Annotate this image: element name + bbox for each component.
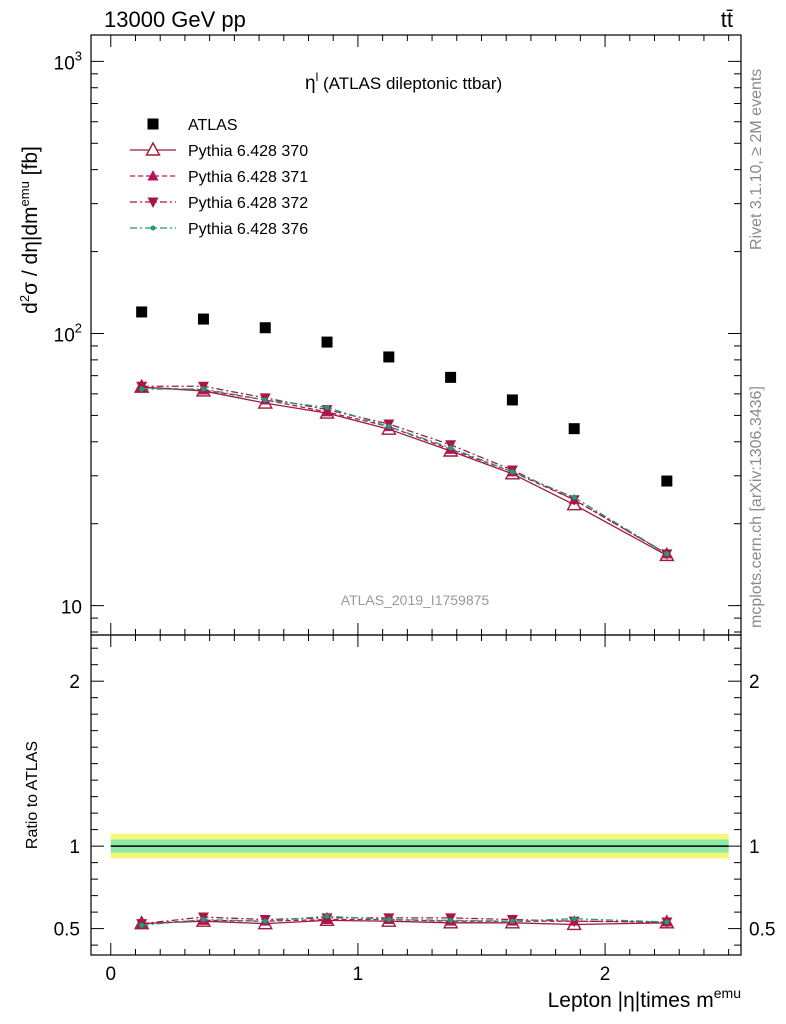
legend-label: Pythia 6.428 371 — [188, 169, 308, 186]
process-label: tt̄ — [721, 7, 733, 32]
data-point — [197, 313, 209, 325]
y-axis-label-part-0: d — [19, 302, 42, 314]
ratio-point — [262, 918, 268, 924]
y-axis-label-part-2: σ / dη|dm — [19, 206, 42, 294]
x-tick-label: 1 — [353, 964, 364, 985]
legend-marker — [147, 170, 159, 181]
legend-marker — [150, 225, 156, 231]
y-tick-label-exp: 2 — [75, 321, 82, 336]
ratio-series-3 — [139, 913, 670, 928]
y-tick-label-base: 10 — [54, 326, 75, 347]
y-axis-label-part-1: 2 — [17, 295, 32, 302]
ratio-point — [200, 917, 206, 923]
series-0 — [136, 306, 673, 487]
legend-marker — [145, 141, 161, 156]
y-axis-label-part-3: emu — [17, 181, 32, 206]
ratio-panel-frame — [90, 634, 742, 956]
data-point — [383, 351, 395, 363]
legend: ATLAS Pythia 6.428 370 Pythia 6.428 371 Pyt… — [130, 117, 308, 238]
y-axis-label-part-4: [fb] — [19, 146, 42, 181]
data-point — [448, 445, 454, 451]
ratio-y-axis-label: Ratio to ATLAS — [24, 741, 41, 849]
legend-entry: ATLAS — [147, 117, 238, 134]
ratio-y-tick-label: 0.5 — [54, 920, 80, 941]
main-title-rest: (ATLAS dileptonic ttbar) — [318, 74, 502, 93]
y-tick-label-base: 10 — [54, 53, 75, 74]
main-title-eta: η — [305, 73, 316, 94]
ratio-point — [386, 917, 392, 923]
ratio-y-tick-label: 1 — [69, 837, 80, 858]
series-line — [141, 385, 668, 555]
main-title-sup: l — [316, 70, 319, 84]
ratio-panel: 0.5 0.5 1 1 2 2 0 1 2 Ratio to ATLAS Lepton |η|t… — [24, 634, 775, 1012]
series-line — [141, 386, 668, 556]
data-point — [321, 405, 333, 416]
ratio-point — [448, 917, 454, 923]
data-point — [136, 306, 148, 318]
ratio-point — [139, 922, 145, 928]
data-point — [568, 423, 580, 435]
x-axis-label-part-1: emu — [714, 985, 741, 1001]
data-point — [321, 336, 333, 348]
energy-label: 13000 GeV pp — [104, 7, 246, 32]
x-tick-label: 0 — [105, 964, 116, 985]
data-point — [661, 475, 673, 487]
data-point — [568, 495, 580, 506]
ratio-line — [141, 918, 667, 925]
ratio-point — [571, 916, 577, 922]
series-4 — [139, 386, 670, 557]
y-tick-label: 10 — [61, 598, 82, 619]
data-point — [139, 386, 145, 392]
legend-entry: Pythia 6.428 372 — [130, 195, 308, 212]
ratio-point — [509, 918, 515, 924]
x-axis-label-part-0: Lepton |η|times m — [548, 989, 714, 1012]
ratio-y-tick-label-right: 2 — [749, 672, 760, 693]
legend-label: Pythia 6.428 370 — [188, 143, 308, 160]
x-axis-label: Lepton |η|times memu — [548, 985, 741, 1012]
data-point — [324, 404, 330, 410]
ratio-point — [664, 919, 670, 925]
x-tick-label: 2 — [600, 964, 611, 985]
y-axis-label: d2σ / dη|dmemu [fb] — [17, 146, 42, 314]
legend-entry: Pythia 6.428 376 — [130, 221, 308, 238]
legend-label: Pythia 6.428 376 — [188, 221, 308, 238]
data-point — [445, 371, 457, 383]
data-point — [571, 494, 577, 500]
data-point — [386, 424, 392, 430]
legend-entry: Pythia 6.428 371 — [130, 169, 308, 186]
y-tick-label-base: 10 — [61, 598, 82, 619]
legend-label: Pythia 6.428 372 — [188, 195, 308, 212]
series-line — [141, 386, 668, 555]
legend-entry: Pythia 6.428 370 — [130, 141, 308, 160]
main-title: ηl (ATLAS dileptonic ttbar) — [305, 70, 502, 94]
rivet-label: Rivet 3.1.10, ≥ 2M events — [748, 69, 765, 250]
series-3 — [136, 381, 673, 560]
data-point — [509, 469, 515, 475]
y-tick-label: 102 — [54, 321, 82, 347]
series-1 — [133, 378, 675, 562]
ratio-y-tick-label-right: 0.5 — [749, 920, 775, 941]
data-point — [259, 322, 271, 334]
series-2 — [136, 381, 673, 559]
y-tick-label: 103 — [54, 48, 82, 74]
ratio-y-tick-label: 2 — [69, 672, 80, 693]
data-point — [262, 397, 268, 403]
data-point — [506, 394, 518, 406]
data-point — [200, 386, 206, 392]
mcplots-label: mcplots.cern.ch [arXiv:1306.3436] — [748, 386, 765, 628]
ratio-point — [324, 913, 330, 919]
legend-marker — [147, 197, 159, 208]
legend-marker — [147, 118, 159, 130]
legend-label: ATLAS — [188, 117, 238, 134]
data-point — [664, 551, 670, 557]
ratio-y-tick-label-right: 1 — [749, 837, 760, 858]
y-tick-label-exp: 3 — [75, 48, 82, 63]
series-line — [141, 388, 668, 555]
watermark: ATLAS_2019_I1759875 — [341, 592, 490, 608]
